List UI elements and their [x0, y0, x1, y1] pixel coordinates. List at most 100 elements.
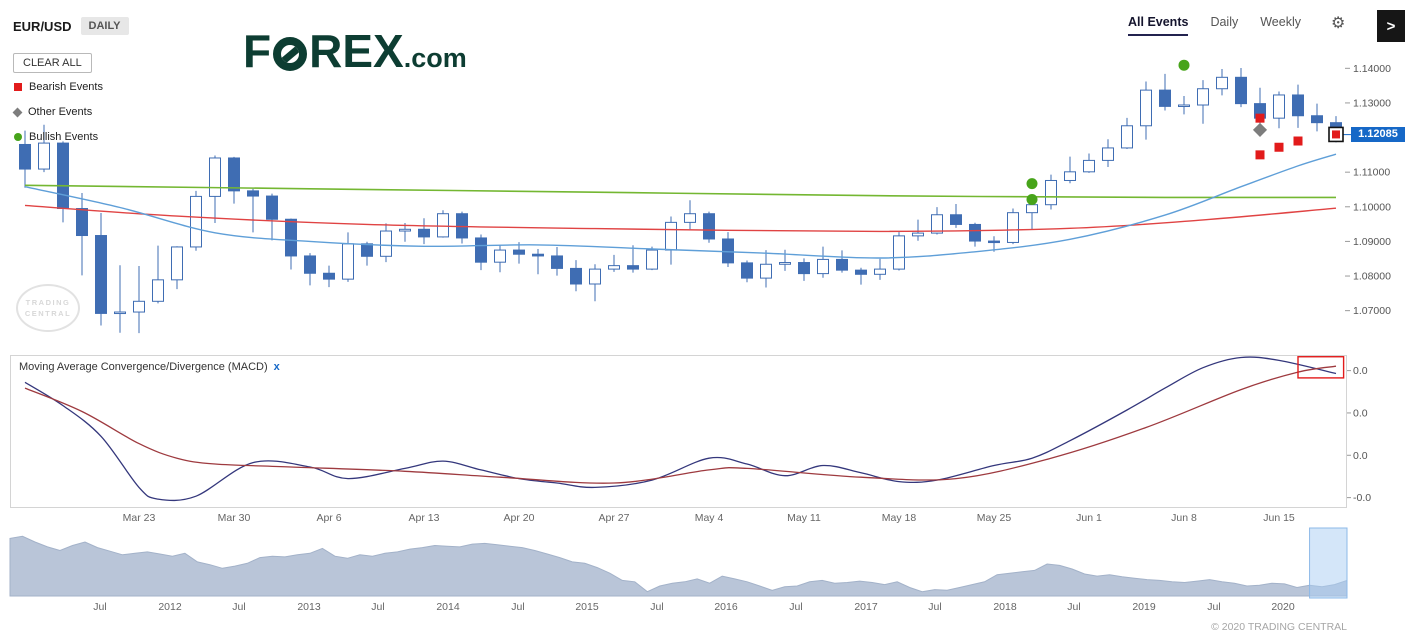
logo-text-rex: REX: [309, 25, 404, 77]
close-icon[interactable]: x: [273, 361, 280, 373]
forex-logo: F REX .com: [243, 24, 467, 78]
candle[interactable]: [1140, 89, 1152, 127]
candle[interactable]: [817, 258, 829, 275]
price-axis-label: 1.14000: [1353, 63, 1391, 75]
candle[interactable]: [722, 238, 734, 264]
candle[interactable]: [893, 235, 905, 270]
macd-axis-label: -0.0: [1353, 492, 1371, 504]
candle[interactable]: [608, 265, 620, 270]
candle[interactable]: [285, 218, 297, 257]
candle[interactable]: [1007, 212, 1019, 243]
candle[interactable]: [399, 228, 411, 232]
navigator-date-label: 2017: [854, 601, 878, 613]
chevron-right-button[interactable]: >: [1377, 10, 1405, 42]
candle[interactable]: [475, 237, 487, 263]
candle[interactable]: [1292, 94, 1304, 117]
candle[interactable]: [665, 221, 677, 251]
candle[interactable]: [969, 223, 981, 242]
candle[interactable]: [627, 265, 639, 270]
candle[interactable]: [494, 249, 506, 263]
bullish-event-marker[interactable]: [1026, 178, 1038, 190]
bullish-event-marker[interactable]: [1026, 194, 1038, 206]
candle[interactable]: [513, 249, 525, 255]
x-axis-date-label: Apr 20: [503, 512, 535, 524]
candle[interactable]: [570, 267, 582, 285]
x-axis-date-label: Jun 15: [1263, 512, 1295, 524]
candle[interactable]: [779, 262, 791, 265]
candle[interactable]: [1216, 76, 1228, 90]
current-price-badge: 1.12085: [1351, 127, 1405, 142]
candle[interactable]: [323, 272, 335, 280]
gear-icon[interactable]: ⚙: [1331, 15, 1346, 32]
candle[interactable]: [589, 268, 601, 285]
candle[interactable]: [437, 213, 449, 238]
candle[interactable]: [228, 157, 240, 192]
candle[interactable]: [646, 249, 658, 270]
candle[interactable]: [1311, 115, 1323, 124]
navigator-date-label: Jul: [1207, 601, 1221, 613]
candle[interactable]: [247, 190, 259, 197]
tab-weekly[interactable]: Weekly: [1260, 15, 1301, 29]
candle[interactable]: [1064, 171, 1076, 181]
candle[interactable]: [836, 258, 848, 271]
other-event-marker[interactable]: [1252, 122, 1268, 138]
candle[interactable]: [1026, 204, 1038, 214]
event-filter-tabs: All Events Daily Weekly ⚙: [1128, 15, 1345, 36]
tab-all-events[interactable]: All Events: [1128, 15, 1189, 36]
candle[interactable]: [684, 213, 696, 223]
x-axis-date-label: Apr 13: [408, 512, 440, 524]
candle[interactable]: [912, 232, 924, 237]
macd-axis-label: 0.0: [1353, 365, 1368, 377]
candle[interactable]: [38, 142, 50, 170]
candle[interactable]: [57, 142, 69, 210]
candle[interactable]: [1178, 104, 1190, 108]
candle[interactable]: [171, 246, 183, 281]
candle[interactable]: [304, 255, 316, 274]
events-legend: Bearish Events Other Events Bullish Even…: [12, 81, 103, 143]
bearish-event-marker[interactable]: [1293, 136, 1303, 146]
candle[interactable]: [1083, 159, 1095, 173]
bearish-event-marker[interactable]: [1255, 150, 1265, 160]
price-axis-label: 1.07000: [1353, 305, 1391, 317]
candle[interactable]: [950, 214, 962, 225]
candle[interactable]: [931, 214, 943, 234]
candle[interactable]: [361, 243, 373, 257]
navigator-area[interactable]: [9, 535, 1348, 597]
candle[interactable]: [1235, 76, 1247, 105]
bearish-event-marker[interactable]: [1274, 142, 1284, 152]
candle[interactable]: [855, 269, 867, 275]
candle[interactable]: [418, 228, 430, 238]
candle[interactable]: [551, 255, 563, 269]
candle[interactable]: [209, 157, 221, 197]
candle[interactable]: [266, 195, 278, 220]
candle[interactable]: [380, 230, 392, 257]
candle[interactable]: [76, 208, 88, 237]
candle[interactable]: [1273, 94, 1285, 119]
x-axis-date-labels: Mar 23 Mar 30 Apr 6 Apr 13 Apr 20 Apr 27 May 4…: [0, 512, 1405, 526]
navigator-selection[interactable]: [1309, 527, 1348, 599]
bearish-event-marker[interactable]: [1255, 113, 1265, 123]
navigator-date-label: 2015: [575, 601, 599, 613]
candle[interactable]: [1102, 147, 1114, 161]
candle[interactable]: [798, 262, 810, 275]
candle[interactable]: [1197, 88, 1209, 106]
candle[interactable]: [19, 143, 31, 170]
candle[interactable]: [152, 279, 164, 302]
candle[interactable]: [190, 195, 202, 248]
candle[interactable]: [114, 311, 126, 315]
candle[interactable]: [133, 300, 145, 313]
candle[interactable]: [760, 263, 772, 279]
candle[interactable]: [741, 262, 753, 279]
candle[interactable]: [1159, 89, 1171, 107]
candle[interactable]: [95, 235, 107, 314]
candle[interactable]: [1045, 179, 1057, 206]
candle[interactable]: [532, 253, 544, 257]
candle[interactable]: [1121, 125, 1133, 149]
candle[interactable]: [874, 268, 886, 275]
tab-daily[interactable]: Daily: [1210, 15, 1239, 29]
candle[interactable]: [703, 213, 715, 240]
bullish-event-marker[interactable]: [1178, 59, 1190, 71]
candle[interactable]: [988, 240, 1000, 244]
clear-all-button[interactable]: CLEAR ALL: [13, 53, 92, 73]
candle[interactable]: [342, 243, 354, 280]
